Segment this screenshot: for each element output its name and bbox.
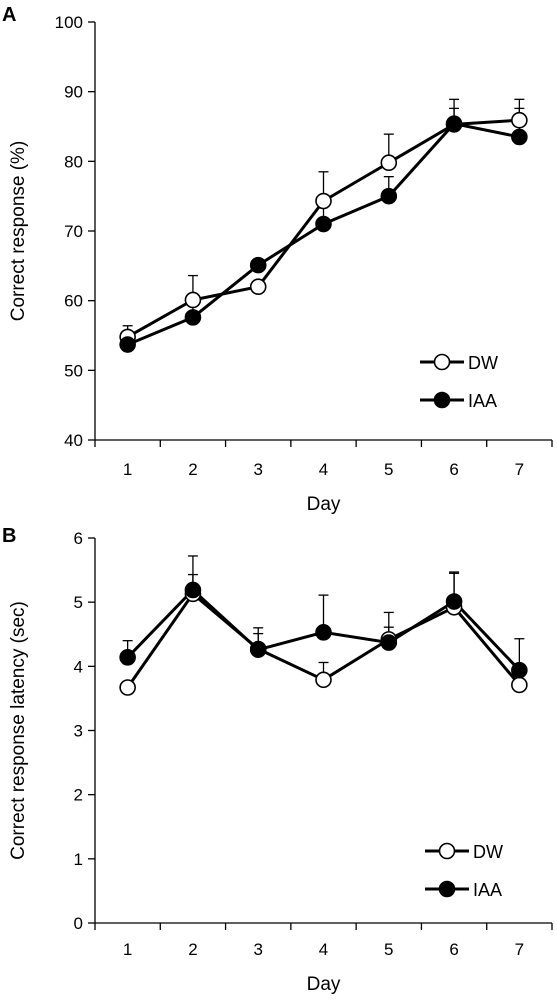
legend-label-iaa: IAA [473,880,502,900]
y-tick-label: 50 [64,361,83,380]
legend-marker-dw [438,842,456,860]
x-tick-label: 7 [515,460,524,479]
x-axis-label: Day [307,974,341,995]
legend-label-dw: DW [468,353,498,373]
y-tick-label: 5 [74,593,83,612]
y-tick-label: 90 [64,83,83,102]
x-tick-label: 5 [384,460,393,479]
legend-marker-iaa [433,391,451,409]
data-point-iaa [511,661,528,679]
y-tick-label: 3 [74,722,83,741]
data-point-iaa [315,624,332,641]
x-axis-label: Day [307,494,341,515]
x-tick-label: 2 [188,460,197,479]
legend: DW IAA [425,842,503,900]
y-tick-label: 4 [74,657,83,676]
x-tick-label: 5 [384,940,393,959]
y-tick-label: 80 [64,152,83,171]
panel-label: B [2,525,16,547]
legend: DW IAA [420,353,498,411]
data-point-dw [184,291,202,309]
x-tick-label: 4 [319,940,328,959]
series-line-iaa [127,122,520,346]
legend-marker-dw [433,353,451,371]
data-point-iaa [315,215,332,233]
panel-label: A [2,4,16,26]
x-tick-label: 7 [515,940,524,959]
y-tick-label: 70 [64,222,83,241]
y-tick-label: 2 [74,786,83,805]
data-point-iaa [445,593,463,610]
x-tick-label: 6 [449,460,458,479]
x-tick-label: 3 [253,940,262,959]
data-point-dw [315,192,332,210]
data-point-dw [511,111,528,129]
legend-label-iaa: IAA [468,391,497,411]
data-point-iaa [184,309,202,326]
data-point-iaa [249,641,267,658]
data-point-iaa [380,187,398,205]
y-axis-label: Correct response latency (sec) [8,601,29,860]
data-point-iaa [445,115,463,133]
panel-a: A 40 50 60 70 80 90 100 1 2 3 4 5 6 7 Day Correct respon… [2,4,553,515]
data-point-iaa [119,649,136,666]
y-tick-label: 1 [74,850,83,869]
data-point-dw [315,671,332,689]
legend-marker-iaa [438,880,456,898]
data-point-iaa [119,336,136,353]
panel-b: B 0 1 2 3 4 5 6 1 2 3 4 5 6 7 Day Correct response laten… [2,525,553,995]
x-tick-label: 1 [123,460,132,479]
data-point-iaa [511,128,528,146]
x-tick-label: 3 [253,460,262,479]
x-tick-label: 2 [188,940,197,959]
x-tick-label: 6 [449,940,458,959]
data-point-dw [380,154,398,172]
y-tick-label: 0 [74,914,83,933]
data-point-dw [249,278,267,296]
y-axis-label: Correct response (%) [8,141,29,322]
y-tick-label: 40 [64,431,83,450]
x-tick-label: 4 [319,460,328,479]
data-point-iaa [249,256,267,274]
data-point-iaa [184,581,202,599]
data-point-dw [119,679,136,696]
data-point-iaa [380,634,398,651]
y-tick-label: 60 [64,292,83,311]
y-tick-label: 100 [55,13,83,32]
y-tick-label: 6 [74,529,83,548]
legend-label-dw: DW [473,842,503,862]
x-tick-label: 1 [123,940,132,959]
data-point-dw [511,676,528,694]
